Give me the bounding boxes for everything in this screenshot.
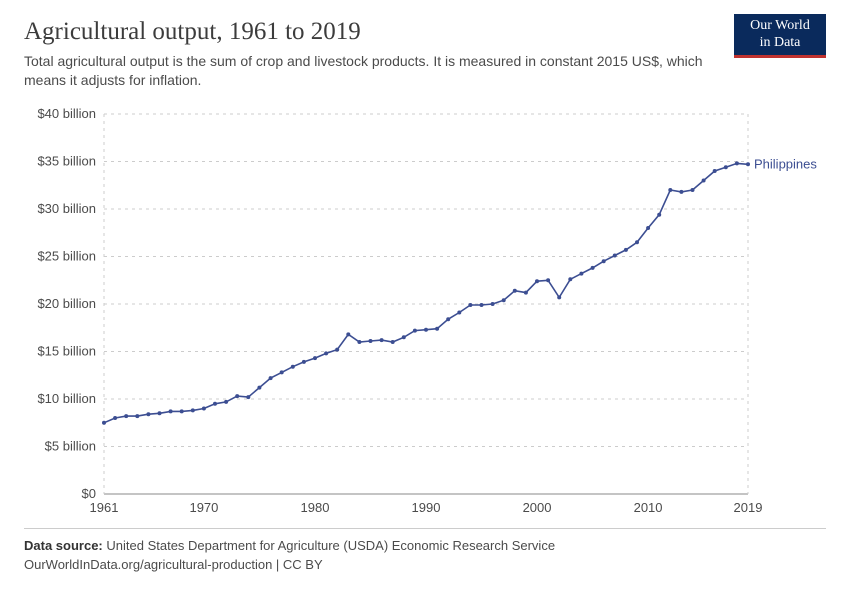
series-point	[280, 370, 284, 374]
series-point	[613, 253, 617, 257]
series-point	[158, 411, 162, 415]
x-tick-label: 2019	[734, 500, 763, 515]
series-point	[468, 303, 472, 307]
series-point	[191, 408, 195, 412]
series-point	[357, 340, 361, 344]
series-point	[113, 416, 117, 420]
y-tick-label: $25 billion	[37, 248, 96, 263]
y-tick-label: $15 billion	[37, 343, 96, 358]
series-point	[269, 376, 273, 380]
series-point	[646, 226, 650, 230]
series-point	[457, 310, 461, 314]
y-tick-label: $40 billion	[37, 106, 96, 121]
chart-footer: Data source: United States Department fo…	[24, 528, 826, 575]
y-tick-label: $10 billion	[37, 391, 96, 406]
data-source-label: Data source:	[24, 538, 103, 553]
series-point	[291, 364, 295, 368]
series-point	[324, 351, 328, 355]
series-line-philippines	[104, 163, 748, 422]
footer-attribution: OurWorldInData.org/agricultural-producti…	[24, 556, 826, 575]
y-tick-label: $20 billion	[37, 296, 96, 311]
data-source-text: United States Department for Agriculture…	[106, 538, 555, 553]
series-point	[302, 360, 306, 364]
y-tick-label: $0	[82, 486, 96, 501]
series-point	[691, 188, 695, 192]
series-point	[524, 290, 528, 294]
series-point	[624, 248, 628, 252]
series-point	[546, 278, 550, 282]
logo-line2: in Data	[760, 35, 801, 50]
series-point	[180, 409, 184, 413]
series-point	[735, 161, 739, 165]
series-point	[713, 169, 717, 173]
x-tick-label: 1970	[189, 500, 218, 515]
series-point	[679, 190, 683, 194]
series-point	[724, 165, 728, 169]
series-point	[257, 385, 261, 389]
series-point	[102, 421, 106, 425]
chart-title: Agricultural output, 1961 to 2019	[24, 18, 826, 46]
series-point	[313, 356, 317, 360]
series-point	[380, 338, 384, 342]
series-point	[513, 288, 517, 292]
series-point	[369, 339, 373, 343]
y-tick-label: $5 billion	[45, 438, 96, 453]
series-point	[335, 347, 339, 351]
series-point	[402, 335, 406, 339]
series-point	[169, 409, 173, 413]
series-point	[557, 295, 561, 299]
series-point	[391, 340, 395, 344]
series-point	[202, 406, 206, 410]
series-point	[346, 332, 350, 336]
series-point	[124, 414, 128, 418]
x-tick-label: 2010	[634, 500, 663, 515]
series-point	[668, 188, 672, 192]
series-point	[635, 240, 639, 244]
owid-logo: Our World in Data	[734, 14, 826, 58]
series-point	[491, 302, 495, 306]
y-tick-label: $30 billion	[37, 201, 96, 216]
series-label-philippines: Philippines	[754, 156, 817, 171]
series-point	[657, 212, 661, 216]
series-point	[424, 327, 428, 331]
logo-line1: Our World	[750, 18, 810, 33]
series-point	[746, 162, 750, 166]
series-point	[480, 303, 484, 307]
series-point	[446, 317, 450, 321]
series-point	[579, 271, 583, 275]
series-point	[146, 412, 150, 416]
series-point	[602, 259, 606, 263]
series-point	[535, 279, 539, 283]
chart-subtitle: Total agricultural output is the sum of …	[24, 52, 744, 90]
series-point	[702, 178, 706, 182]
chart-plot: $0 $5 billion $10 billion $15 billion $20 bi…	[24, 100, 826, 520]
series-point	[213, 402, 217, 406]
x-tick-label: 1990	[412, 500, 441, 515]
series-point	[435, 326, 439, 330]
series-point	[235, 394, 239, 398]
series-point	[224, 400, 228, 404]
chart-svg: $0 $5 billion $10 billion $15 billion $20 bi…	[24, 100, 826, 520]
x-tick-label: 2000	[523, 500, 552, 515]
series-point	[413, 328, 417, 332]
x-tick-label: 1961	[90, 500, 119, 515]
y-tick-label: $35 billion	[37, 153, 96, 168]
series-point	[568, 277, 572, 281]
series-point	[591, 266, 595, 270]
series-point	[246, 395, 250, 399]
series-point	[502, 298, 506, 302]
x-tick-label: 1980	[301, 500, 330, 515]
series-point	[135, 414, 139, 418]
